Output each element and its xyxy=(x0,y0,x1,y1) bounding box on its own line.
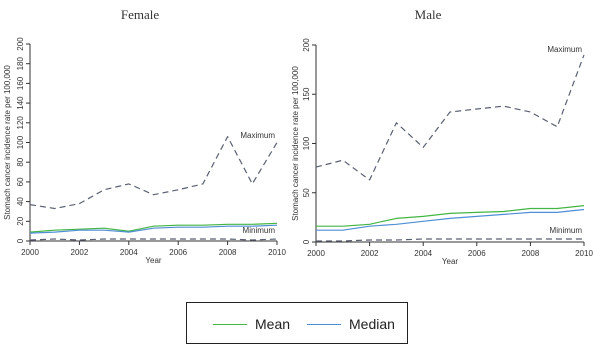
legend-label-mean: Mean xyxy=(255,316,291,332)
chart-female-y-tick-label: 200 xyxy=(16,37,25,51)
chart-female-x-tick-label: 2004 xyxy=(120,248,138,257)
chart-female-y-tick-label: 60 xyxy=(16,177,25,186)
chart-female-y-tick-label: 20 xyxy=(16,216,25,225)
chart-female-series-minimum-line xyxy=(29,238,278,241)
chart-male-x-tick-label: 2006 xyxy=(468,249,486,258)
chart-male-series-median-line xyxy=(316,208,585,231)
legend-swatch-median xyxy=(307,323,341,325)
chart-male-annotation-maximum: Maximum xyxy=(547,45,582,54)
chart-male-series-minimum-line xyxy=(316,238,584,242)
legend-item-median: Median xyxy=(307,303,395,345)
chart-female-x-tick-label: 2006 xyxy=(169,248,187,257)
chart-male-x-tick-label: 2002 xyxy=(361,249,379,258)
chart-female-x-tick-label: 2000 xyxy=(21,248,39,257)
chart-male-x-tick-label: 2000 xyxy=(307,249,325,258)
legend-swatch-mean xyxy=(213,323,247,325)
chart-female-x-tick-label: 2010 xyxy=(268,248,286,257)
legend: Mean Median xyxy=(186,302,408,344)
chart-male-series-maximum-line xyxy=(315,54,585,181)
chart-female-series-median-line xyxy=(29,224,278,234)
chart-male-x-tick-label: 2004 xyxy=(414,249,432,258)
chart-female-series-maximum-line xyxy=(29,136,278,210)
chart-female-y-tick-label: 180 xyxy=(16,56,25,70)
chart-female-title: Female xyxy=(121,7,159,22)
chart-female-x-tick-label: 2008 xyxy=(219,248,237,257)
chart-male-y-tick-label: 0 xyxy=(302,239,311,244)
chart-female-y-tick-label: 160 xyxy=(16,76,25,90)
legend-item-mean: Mean xyxy=(213,303,290,345)
chart-female-annotation-minimum: Minimum xyxy=(243,226,276,235)
chart-female-y-tick-label: 0 xyxy=(16,238,25,243)
chart-female-y-tick-label: 120 xyxy=(16,116,25,130)
chart-female-y-tick-label: 80 xyxy=(16,157,25,166)
chart-female-y-tick-label: 100 xyxy=(16,135,25,149)
chart-male-series-mean-line xyxy=(316,205,585,227)
chart-male-title: Male xyxy=(415,7,442,22)
legend-label-median: Median xyxy=(349,316,395,332)
chart-male-y-tick-label: 150 xyxy=(302,87,311,101)
chart-female-annotation-maximum: Maximum xyxy=(240,131,275,140)
chart-male-y-tick-label: 200 xyxy=(302,38,311,52)
chart-female-y-axis-label: Stomach cancer incidence rate per 100,00… xyxy=(3,65,12,220)
chart-female-series-mean-line xyxy=(29,222,278,233)
chart-male-x-tick-label: 2010 xyxy=(575,249,593,258)
chart-male-x-tick-label: 2008 xyxy=(522,249,540,258)
chart-male-x-axis-label: Year xyxy=(442,257,459,266)
chart-female-x-axis-label: Year xyxy=(145,256,162,265)
chart-male-annotation-minimum: Minimum xyxy=(550,226,583,235)
chart-male-y-axis-label: Stomach cancer incidence rate per 100,00… xyxy=(291,66,300,221)
chart-female-y-tick-label: 40 xyxy=(16,197,25,206)
chart-female-y-tick-label: 140 xyxy=(16,96,25,110)
chart-male-y-tick-label: 50 xyxy=(302,188,311,197)
chart-female-x-tick-label: 2002 xyxy=(71,248,89,257)
chart-male-y-tick-label: 100 xyxy=(302,136,311,150)
